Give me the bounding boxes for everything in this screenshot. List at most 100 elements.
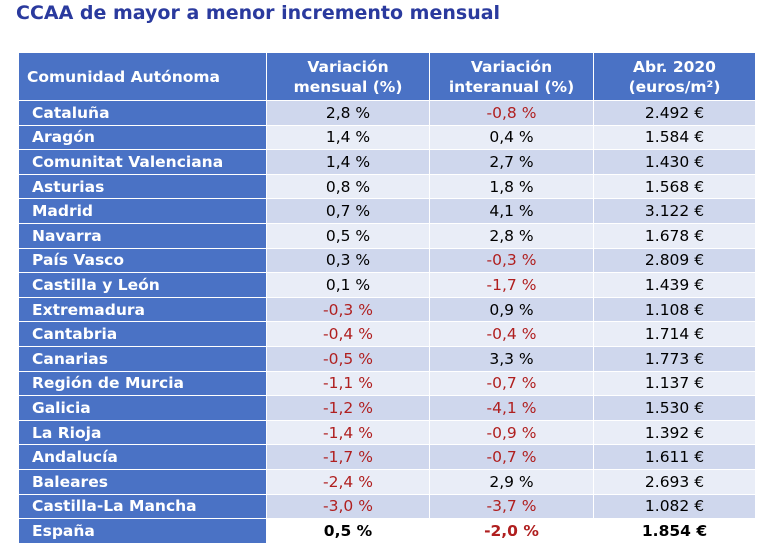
monthly-change-cell: -0,4 % xyxy=(266,321,430,347)
region-cell: País Vasco xyxy=(18,247,267,274)
yearly-change-cell: 2,9 % xyxy=(429,468,594,495)
price-cell: 1.439 € xyxy=(593,272,756,298)
table-row: Navarra 0,5 % 2,8 % 1.678 € xyxy=(18,222,756,249)
monthly-change-cell: 0,1 % xyxy=(266,272,430,298)
region-cell: Extremadura xyxy=(18,296,267,323)
table-row: Baleares -2,4 % 2,9 % 2.693 € xyxy=(18,468,756,495)
yearly-change-cell: -0,8 % xyxy=(429,100,594,126)
total-yearly-change-cell: -2,0 % xyxy=(429,518,594,544)
region-cell: Castilla-La Mancha xyxy=(18,493,267,520)
table-row: Cataluña 2,8 % -0,8 % 2.492 € xyxy=(18,100,756,126)
monthly-change-cell: -2,4 % xyxy=(266,468,430,495)
header-yearly-line2: interanual (%) xyxy=(448,77,575,96)
monthly-change-cell: -0,3 % xyxy=(266,296,430,323)
table-row: Andalucía -1,7 % -0,7 % 1.611 € xyxy=(18,444,756,470)
monthly-change-cell: -0,5 % xyxy=(266,345,430,372)
yearly-change-cell: -4,1 % xyxy=(429,395,594,421)
price-cell: 1.530 € xyxy=(593,395,756,421)
region-cell: Región de Murcia xyxy=(18,370,267,397)
price-cell: 1.392 € xyxy=(593,419,756,446)
table-row: Región de Murcia -1,1 % -0,7 % 1.137 € xyxy=(18,370,756,397)
monthly-change-cell: 0,5 % xyxy=(266,222,430,249)
header-monthly-line1: Variación xyxy=(307,57,389,76)
price-cell: 3.122 € xyxy=(593,198,756,224)
header-price-line2: (euros/m²) xyxy=(628,77,721,96)
table-row: Extremadura -0,3 % 0,9 % 1.108 € xyxy=(18,296,756,323)
region-cell: Galicia xyxy=(18,395,267,421)
ccaa-price-table: Comunidad Autónoma Variación mensual (%)… xyxy=(18,52,756,544)
table-body: Cataluña 2,8 % -0,8 % 2.492 € Aragón 1,4 % 0,4… xyxy=(18,100,756,544)
yearly-change-cell: -0,4 % xyxy=(429,321,594,347)
monthly-change-cell: -1,2 % xyxy=(266,395,430,421)
region-cell: Castilla y León xyxy=(18,272,267,298)
price-cell: 2.492 € xyxy=(593,100,756,126)
region-cell: La Rioja xyxy=(18,419,267,446)
price-cell: 2.809 € xyxy=(593,247,756,274)
total-row: España 0,5 % -2,0 % 1.854 € xyxy=(18,518,756,544)
page-title: CCAA de mayor a menor incremento mensual xyxy=(16,2,501,24)
yearly-change-cell: 4,1 % xyxy=(429,198,594,224)
yearly-change-cell: -0,7 % xyxy=(429,370,594,397)
monthly-change-cell: -1,7 % xyxy=(266,444,430,470)
monthly-change-cell: 0,8 % xyxy=(266,173,430,200)
price-cell: 1.714 € xyxy=(593,321,756,347)
header-monthly-line2: mensual (%) xyxy=(293,77,403,96)
table-row: Canarias -0,5 % 3,3 % 1.773 € xyxy=(18,345,756,372)
monthly-change-cell: 1,4 % xyxy=(266,149,430,175)
region-cell: Cantabria xyxy=(18,321,267,347)
price-cell: 2.693 € xyxy=(593,468,756,495)
table-row: Comunitat Valenciana 1,4 % 2,7 % 1.430 € xyxy=(18,149,756,175)
region-cell: Comunitat Valenciana xyxy=(18,149,267,175)
total-region-cell: España xyxy=(18,518,267,544)
yearly-change-cell: 2,7 % xyxy=(429,149,594,175)
price-cell: 1.082 € xyxy=(593,493,756,520)
table-row: Castilla-La Mancha -3,0 % -3,7 % 1.082 € xyxy=(18,493,756,520)
header-region: Comunidad Autónoma xyxy=(18,52,267,101)
region-cell: Cataluña xyxy=(18,100,267,126)
total-monthly-change-cell: 0,5 % xyxy=(266,518,430,544)
price-cell: 1.678 € xyxy=(593,222,756,249)
yearly-change-cell: -0,3 % xyxy=(429,247,594,274)
header-yearly-line1: Variación xyxy=(470,57,553,76)
region-cell: Asturias xyxy=(18,173,267,200)
monthly-change-cell: 2,8 % xyxy=(266,100,430,126)
table-row: Aragón 1,4 % 0,4 % 1.584 € xyxy=(18,124,756,151)
table-row: Cantabria -0,4 % -0,4 % 1.714 € xyxy=(18,321,756,347)
yearly-change-cell: 0,9 % xyxy=(429,296,594,323)
yearly-change-cell: -3,7 % xyxy=(429,493,594,520)
price-cell: 1.108 € xyxy=(593,296,756,323)
header-yearly-change: Variación interanual (%) xyxy=(429,52,594,101)
price-cell: 1.568 € xyxy=(593,173,756,200)
table-row: Castilla y León 0,1 % -1,7 % 1.439 € xyxy=(18,272,756,298)
region-cell: Madrid xyxy=(18,198,267,224)
monthly-change-cell: 0,7 % xyxy=(266,198,430,224)
monthly-change-cell: -1,4 % xyxy=(266,419,430,446)
yearly-change-cell: 2,8 % xyxy=(429,222,594,249)
region-cell: Baleares xyxy=(18,468,267,495)
yearly-change-cell: 0,4 % xyxy=(429,124,594,151)
price-cell: 1.611 € xyxy=(593,444,756,470)
header-monthly-change: Variación mensual (%) xyxy=(266,52,430,101)
yearly-change-cell: 3,3 % xyxy=(429,345,594,372)
monthly-change-cell: 0,3 % xyxy=(266,247,430,274)
region-cell: Andalucía xyxy=(18,444,267,470)
table-row: Asturias 0,8 % 1,8 % 1.568 € xyxy=(18,173,756,200)
monthly-change-cell: -1,1 % xyxy=(266,370,430,397)
header-price-line1: Abr. 2020 xyxy=(633,57,716,76)
table-row: País Vasco 0,3 % -0,3 % 2.809 € xyxy=(18,247,756,274)
monthly-change-cell: -3,0 % xyxy=(266,493,430,520)
yearly-change-cell: 1,8 % xyxy=(429,173,594,200)
table-row: La Rioja -1,4 % -0,9 % 1.392 € xyxy=(18,419,756,446)
price-cell: 1.773 € xyxy=(593,345,756,372)
region-cell: Aragón xyxy=(18,124,267,151)
monthly-change-cell: 1,4 % xyxy=(266,124,430,151)
total-price-cell: 1.854 € xyxy=(593,518,756,544)
table-row: Galicia -1,2 % -4,1 % 1.530 € xyxy=(18,395,756,421)
price-cell: 1.430 € xyxy=(593,149,756,175)
region-cell: Canarias xyxy=(18,345,267,372)
header-price: Abr. 2020 (euros/m²) xyxy=(593,52,756,101)
yearly-change-cell: -0,9 % xyxy=(429,419,594,446)
yearly-change-cell: -1,7 % xyxy=(429,272,594,298)
yearly-change-cell: -0,7 % xyxy=(429,444,594,470)
table-row: Madrid 0,7 % 4,1 % 3.122 € xyxy=(18,198,756,224)
